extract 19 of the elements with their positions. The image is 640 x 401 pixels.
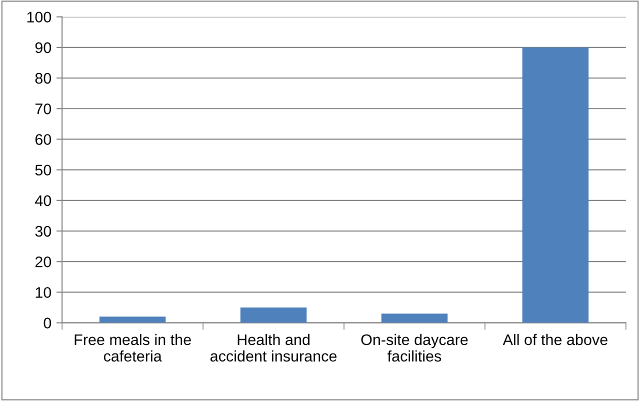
y-tick-label: 40 bbox=[35, 195, 52, 206]
y-tick-label: 10 bbox=[36, 287, 52, 298]
y-tick-label: 50 bbox=[35, 164, 52, 176]
y-tick-label: 20 bbox=[35, 256, 52, 268]
y-tick-label: 30 bbox=[35, 226, 52, 237]
bar bbox=[99, 316, 166, 323]
y-tick-label: 70 bbox=[35, 104, 52, 114]
x-tick-label: On-site daycare facilities bbox=[361, 334, 468, 362]
bar bbox=[381, 314, 448, 323]
y-tick-label: 0 bbox=[44, 318, 52, 328]
y-tick-label: 80 bbox=[35, 72, 52, 84]
x-tick-label: Health and accident insurance bbox=[210, 334, 337, 362]
bar bbox=[522, 47, 589, 323]
x-tick-label: Free meals in the cafeteria bbox=[74, 334, 191, 362]
bar bbox=[240, 308, 307, 323]
y-tick-label: 60 bbox=[35, 134, 52, 145]
x-tick-label: All of the above bbox=[502, 334, 608, 346]
y-tick-label: 90 bbox=[35, 42, 52, 54]
y-tick-label: 100 bbox=[27, 12, 52, 23]
